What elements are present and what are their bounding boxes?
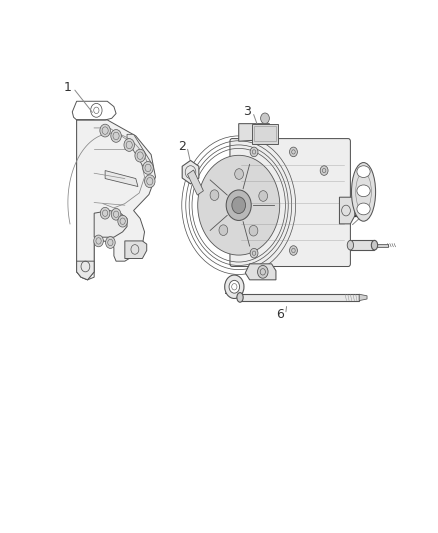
Circle shape bbox=[259, 191, 268, 201]
Circle shape bbox=[219, 225, 228, 236]
Text: 3: 3 bbox=[244, 106, 251, 118]
Ellipse shape bbox=[351, 163, 376, 221]
Circle shape bbox=[118, 215, 127, 227]
Polygon shape bbox=[94, 211, 127, 237]
Polygon shape bbox=[245, 264, 276, 280]
Circle shape bbox=[232, 197, 246, 214]
Circle shape bbox=[229, 280, 240, 293]
Bar bbox=[254, 126, 276, 141]
Ellipse shape bbox=[347, 240, 353, 250]
Ellipse shape bbox=[357, 185, 370, 197]
Bar bbox=[240, 294, 359, 301]
Polygon shape bbox=[187, 170, 203, 195]
FancyBboxPatch shape bbox=[230, 139, 350, 266]
Circle shape bbox=[261, 113, 269, 124]
Circle shape bbox=[100, 124, 110, 137]
Circle shape bbox=[111, 208, 121, 220]
Polygon shape bbox=[77, 120, 155, 280]
Circle shape bbox=[143, 161, 153, 174]
Circle shape bbox=[106, 237, 115, 248]
Polygon shape bbox=[77, 261, 94, 280]
Circle shape bbox=[225, 275, 244, 298]
Circle shape bbox=[100, 207, 110, 219]
Circle shape bbox=[258, 265, 268, 278]
Text: 5: 5 bbox=[224, 284, 232, 297]
Circle shape bbox=[290, 246, 297, 255]
Circle shape bbox=[124, 139, 134, 151]
Circle shape bbox=[249, 225, 258, 236]
Polygon shape bbox=[105, 171, 138, 187]
Ellipse shape bbox=[371, 240, 378, 250]
Polygon shape bbox=[359, 294, 367, 301]
Polygon shape bbox=[182, 160, 199, 184]
Polygon shape bbox=[77, 120, 94, 280]
Text: 4: 4 bbox=[353, 209, 361, 222]
Circle shape bbox=[198, 155, 280, 255]
Bar bbox=[350, 240, 374, 250]
Text: 6: 6 bbox=[276, 308, 284, 321]
Ellipse shape bbox=[357, 203, 370, 215]
Bar bbox=[252, 124, 278, 144]
Circle shape bbox=[210, 190, 219, 200]
Bar bbox=[374, 244, 388, 247]
Polygon shape bbox=[339, 197, 355, 224]
Circle shape bbox=[250, 147, 258, 157]
Polygon shape bbox=[239, 124, 269, 141]
Ellipse shape bbox=[237, 293, 243, 302]
Text: 1: 1 bbox=[64, 82, 72, 94]
Circle shape bbox=[235, 169, 244, 180]
Circle shape bbox=[94, 235, 103, 247]
Circle shape bbox=[226, 190, 251, 221]
Circle shape bbox=[290, 147, 297, 157]
Circle shape bbox=[320, 166, 328, 175]
Circle shape bbox=[111, 130, 121, 142]
Circle shape bbox=[135, 149, 145, 162]
Circle shape bbox=[250, 248, 258, 258]
Text: 2: 2 bbox=[178, 140, 186, 153]
Circle shape bbox=[145, 175, 155, 188]
Ellipse shape bbox=[357, 166, 370, 177]
Polygon shape bbox=[127, 134, 151, 169]
Polygon shape bbox=[125, 241, 147, 259]
